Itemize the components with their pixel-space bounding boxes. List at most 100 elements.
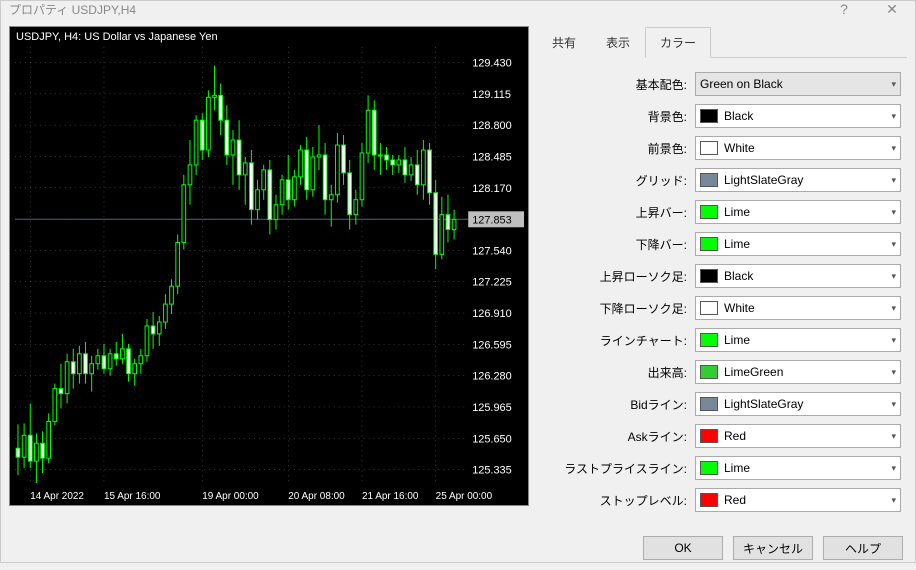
color-name-7: Lime xyxy=(724,333,891,347)
color-label-0: 背景色: xyxy=(543,108,695,125)
color-select-6[interactable]: White▾ xyxy=(695,296,901,320)
color-label-5: 上昇ローソク足: xyxy=(543,268,695,285)
svg-text:20 Apr 08:00: 20 Apr 08:00 xyxy=(288,491,345,502)
color-select-11[interactable]: Lime▾ xyxy=(695,456,901,480)
color-select-0[interactable]: Black▾ xyxy=(695,104,901,128)
color-name-10: Red xyxy=(724,429,891,443)
color-swatch-7 xyxy=(700,333,718,347)
color-select-12[interactable]: Red▾ xyxy=(695,488,901,512)
color-swatch-5 xyxy=(700,269,718,283)
color-swatch-10 xyxy=(700,429,718,443)
color-row-12: ストップレベル:Red▾ xyxy=(543,488,901,512)
color-name-1: White xyxy=(724,141,891,155)
chevron-down-icon: ▾ xyxy=(891,271,896,282)
svg-text:128.170: 128.170 xyxy=(472,183,512,195)
tab-content-color: 基本配色: Green on Black ▾ 背景色:Black▾前景色:Whi… xyxy=(537,58,907,526)
help-icon[interactable]: ? xyxy=(829,1,859,18)
chevron-down-icon: ▾ xyxy=(891,367,896,378)
chart-canvas: 129.430129.115128.800128.485128.170127.8… xyxy=(10,27,528,505)
chevron-down-icon: ▾ xyxy=(891,79,896,90)
color-name-2: LightSlateGray xyxy=(724,173,891,187)
chevron-down-icon: ▾ xyxy=(891,175,896,186)
help-button[interactable]: ヘルプ xyxy=(823,536,903,560)
chevron-down-icon: ▾ xyxy=(891,239,896,250)
svg-text:127.225: 127.225 xyxy=(472,277,512,289)
svg-text:125.650: 125.650 xyxy=(472,433,512,445)
tab-share[interactable]: 共有 xyxy=(537,27,591,58)
row-scheme: 基本配色: Green on Black ▾ xyxy=(543,72,901,96)
svg-text:127.853: 127.853 xyxy=(472,214,512,226)
color-name-3: Lime xyxy=(724,205,891,219)
color-select-4[interactable]: Lime▾ xyxy=(695,232,901,256)
color-select-7[interactable]: Lime▾ xyxy=(695,328,901,352)
svg-text:14 Apr 2022: 14 Apr 2022 xyxy=(30,491,84,502)
tab-color[interactable]: カラー xyxy=(645,27,711,58)
color-name-6: White xyxy=(724,301,891,315)
svg-text:128.800: 128.800 xyxy=(472,120,512,132)
color-select-8[interactable]: LimeGreen▾ xyxy=(695,360,901,384)
color-row-6: 下降ローソク足:White▾ xyxy=(543,296,901,320)
svg-text:125.965: 125.965 xyxy=(472,402,512,414)
color-label-4: 下降バー: xyxy=(543,236,695,253)
svg-text:15 Apr 16:00: 15 Apr 16:00 xyxy=(104,491,161,502)
svg-text:25 Apr 00:00: 25 Apr 00:00 xyxy=(436,491,493,502)
color-label-3: 上昇バー: xyxy=(543,204,695,221)
chevron-down-icon: ▾ xyxy=(891,303,896,314)
close-icon[interactable]: ✕ xyxy=(877,1,907,18)
color-select-9[interactable]: LightSlateGray▾ xyxy=(695,392,901,416)
color-select-5[interactable]: Black▾ xyxy=(695,264,901,288)
color-select-10[interactable]: Red▾ xyxy=(695,424,901,448)
chart-title: USDJPY, H4: US Dollar vs Japanese Yen xyxy=(16,31,218,43)
color-row-1: 前景色:White▾ xyxy=(543,136,901,160)
chevron-down-icon: ▾ xyxy=(891,335,896,346)
color-label-12: ストップレベル: xyxy=(543,492,695,509)
color-row-5: 上昇ローソク足:Black▾ xyxy=(543,264,901,288)
color-select-3[interactable]: Lime▾ xyxy=(695,200,901,224)
color-swatch-2 xyxy=(700,173,718,187)
color-label-9: Bidライン: xyxy=(543,396,695,413)
color-row-8: 出来高:LimeGreen▾ xyxy=(543,360,901,384)
svg-text:128.485: 128.485 xyxy=(472,151,512,163)
color-name-0: Black xyxy=(724,109,891,123)
color-select-2[interactable]: LightSlateGray▾ xyxy=(695,168,901,192)
scheme-value: Green on Black xyxy=(700,77,891,91)
cancel-button[interactable]: キャンセル xyxy=(733,536,813,560)
color-row-10: Askライン:Red▾ xyxy=(543,424,901,448)
tab-display[interactable]: 表示 xyxy=(591,27,645,58)
color-row-9: Bidライン:LightSlateGray▾ xyxy=(543,392,901,416)
ok-button[interactable]: OK xyxy=(643,536,723,560)
color-row-2: グリッド:LightSlateGray▾ xyxy=(543,168,901,192)
svg-text:21 Apr 16:00: 21 Apr 16:00 xyxy=(362,491,419,502)
color-swatch-1 xyxy=(700,141,718,155)
color-label-11: ラストプライスライン: xyxy=(543,460,695,477)
color-label-10: Askライン: xyxy=(543,428,695,445)
properties-dialog: プロパティ USDJPY,H4 ? ✕ USDJPY, H4: US Dolla… xyxy=(0,0,916,563)
color-swatch-6 xyxy=(700,301,718,315)
color-label-6: 下降ローソク足: xyxy=(543,300,695,317)
settings-panel: 共有表示カラー 基本配色: Green on Black ▾ 背景色:Black… xyxy=(537,26,907,526)
label-scheme: 基本配色: xyxy=(543,76,695,93)
tabs: 共有表示カラー xyxy=(537,26,907,58)
chevron-down-icon: ▾ xyxy=(891,399,896,410)
color-swatch-0 xyxy=(700,109,718,123)
color-swatch-4 xyxy=(700,237,718,251)
color-label-7: ラインチャート: xyxy=(543,332,695,349)
color-label-2: グリッド: xyxy=(543,172,695,189)
color-swatch-9 xyxy=(700,397,718,411)
chevron-down-icon: ▾ xyxy=(891,207,896,218)
color-row-4: 下降バー:Lime▾ xyxy=(543,232,901,256)
color-select-1[interactable]: White▾ xyxy=(695,136,901,160)
color-name-12: Red xyxy=(724,493,891,507)
svg-text:125.335: 125.335 xyxy=(472,465,512,477)
color-name-5: Black xyxy=(724,269,891,283)
select-scheme[interactable]: Green on Black ▾ xyxy=(695,72,901,96)
chevron-down-icon: ▾ xyxy=(891,495,896,506)
color-swatch-8 xyxy=(700,365,718,379)
svg-text:127.540: 127.540 xyxy=(472,245,512,257)
svg-text:126.910: 126.910 xyxy=(472,308,512,320)
chevron-down-icon: ▾ xyxy=(891,431,896,442)
color-swatch-11 xyxy=(700,461,718,475)
chevron-down-icon: ▾ xyxy=(891,463,896,474)
color-swatch-12 xyxy=(700,493,718,507)
color-label-8: 出来高: xyxy=(543,364,695,381)
